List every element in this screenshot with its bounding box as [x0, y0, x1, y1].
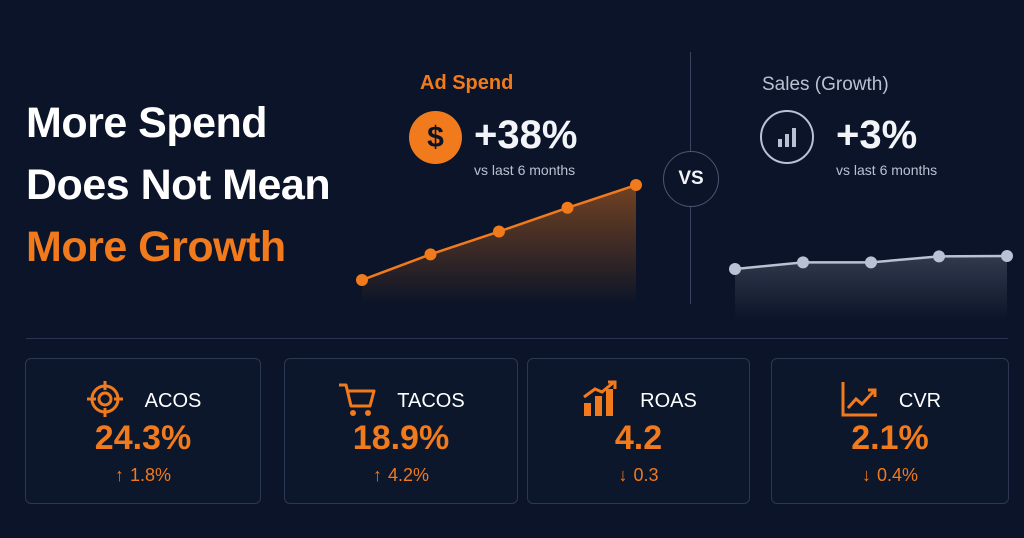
- metric-delta-value: 1.8%: [129, 465, 172, 485]
- sales-change: +3%: [836, 113, 918, 157]
- metric-value: 18.9%: [352, 419, 450, 457]
- metric-card-tacos: TACOS 18.9% ↑ 4.2%: [284, 358, 518, 504]
- metric-delta-value: 0.3: [633, 465, 659, 485]
- arrow-down-icon: ↓: [618, 465, 628, 485]
- ad-spend-change: +38%: [474, 113, 578, 157]
- bar-chart-icon: [580, 379, 620, 424]
- chart-point-4: [933, 250, 945, 263]
- metric-label: ACOS: [144, 390, 202, 412]
- headline: More Spend Does Not Mean More Growth: [26, 92, 331, 278]
- metric-delta: ↓ 0.3: [528, 465, 749, 486]
- chart-area: [362, 185, 636, 305]
- ad-spend-title: Ad Spend: [420, 72, 514, 94]
- target-icon: [85, 379, 125, 424]
- metric-label: ROAS: [640, 390, 697, 412]
- chart-point-2: [797, 256, 809, 269]
- chart-point-3: [865, 256, 877, 269]
- bar-chart-icon: [760, 110, 814, 164]
- metric-value: 4.2: [614, 419, 663, 457]
- sales-chart: [729, 250, 1013, 320]
- chart-point-2: [424, 248, 437, 261]
- chart-point-5: [630, 179, 642, 191]
- ad-spend-period: vs last 6 months: [474, 162, 576, 178]
- sales-title: Sales (Growth): [762, 74, 889, 95]
- dollar-icon: $: [409, 111, 462, 164]
- headline-line-3: More Growth: [26, 223, 286, 271]
- chart-point-1: [356, 274, 368, 286]
- headline-line-1: More Spend: [26, 99, 268, 147]
- metric-label: CVR: [898, 390, 942, 412]
- arrow-up-icon: ↑: [114, 465, 124, 485]
- metric-label: TACOS: [397, 390, 465, 412]
- metric-delta: ↑ 1.8%: [26, 465, 260, 486]
- vs-badge: VS: [663, 151, 719, 207]
- metric-value: 24.3%: [94, 419, 192, 457]
- arrow-up-icon: ↑: [372, 465, 382, 485]
- line-chart-icon: [839, 379, 879, 424]
- metric-delta: ↑ 4.2%: [285, 465, 517, 486]
- metric-delta-value: 4.2%: [387, 465, 430, 485]
- chart-point-3: [493, 225, 505, 238]
- sales-period: vs last 6 months: [836, 162, 938, 178]
- metric-card-roas: ROAS 4.2 ↓ 0.3: [527, 358, 750, 504]
- metric-delta-value: 0.4%: [876, 465, 919, 485]
- chart-point-4: [561, 201, 574, 214]
- chart-point-5: [1001, 250, 1013, 262]
- cart-icon: [337, 379, 377, 424]
- metric-card-cvr: CVR 2.1% ↓ 0.4%: [771, 358, 1009, 504]
- ad-spend-chart: [356, 179, 642, 305]
- horizontal-divider: [26, 338, 1008, 339]
- metric-value: 2.1%: [851, 419, 929, 457]
- chart-point-1: [729, 263, 741, 275]
- arrow-down-icon: ↓: [861, 465, 871, 485]
- metric-card-acos: ACOS 24.3% ↑ 1.8%: [25, 358, 261, 504]
- metric-delta: ↓ 0.4%: [772, 465, 1008, 486]
- headline-line-2: Does Not Mean: [26, 161, 331, 209]
- chart-area: [735, 256, 1007, 320]
